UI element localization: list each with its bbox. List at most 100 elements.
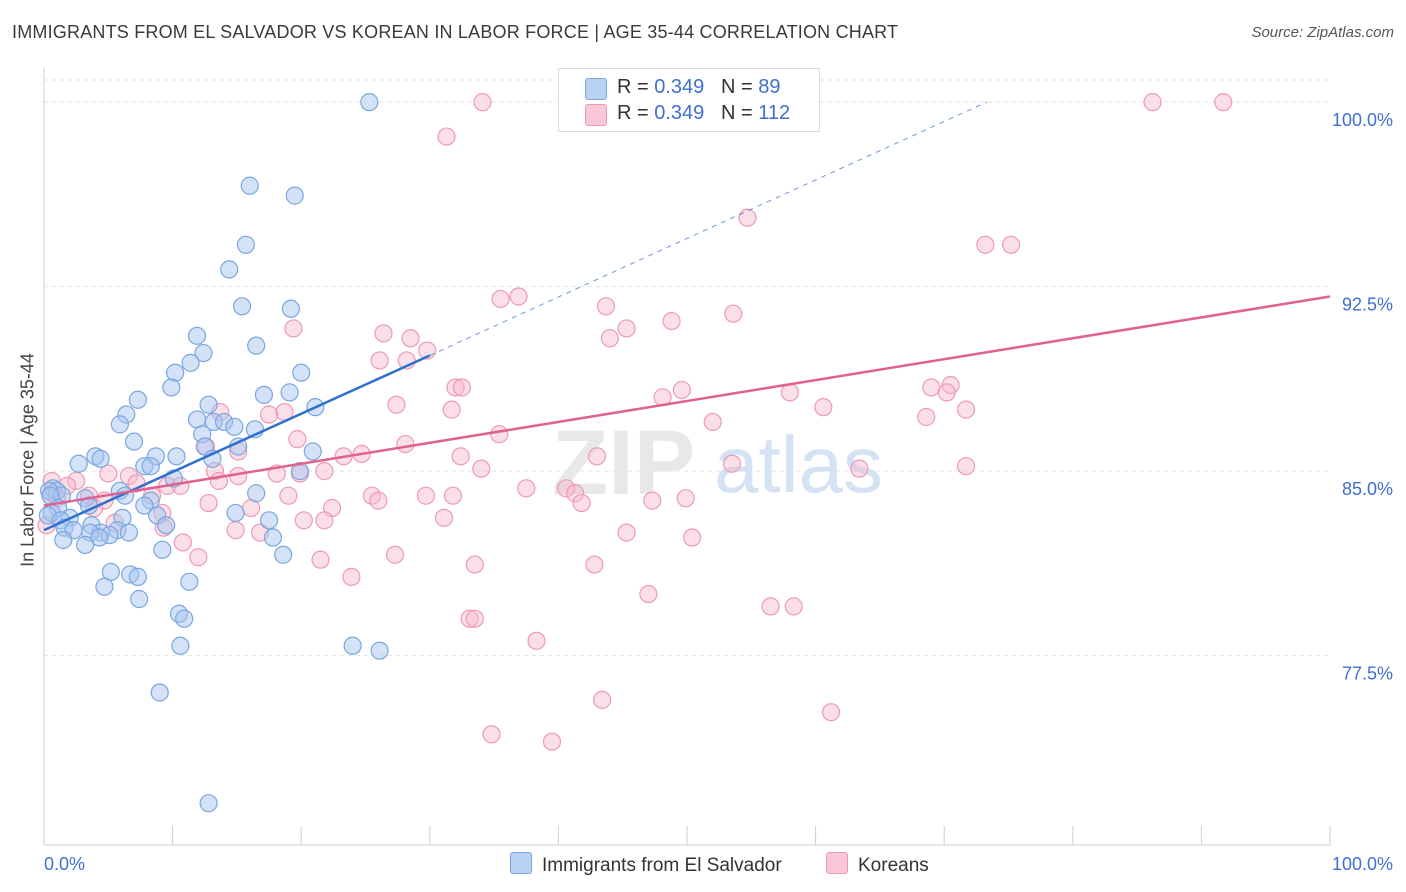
korean-point: [724, 304, 743, 323]
korean-point: [482, 725, 501, 744]
el-salvador-point: [226, 503, 245, 523]
korean-point: [703, 412, 722, 432]
el-salvador-point: [232, 297, 252, 316]
el-salvador-point: [69, 454, 88, 473]
korean-point: [761, 597, 780, 616]
el-salvador-point: [220, 260, 239, 279]
trend-lines: [43, 101, 1331, 532]
korean-point: [311, 550, 330, 569]
el-salvador-point: [128, 390, 147, 409]
el-salvador-point: [150, 683, 169, 702]
el-salvador-point: [187, 326, 207, 345]
korean-point: [643, 491, 662, 510]
el-salvador-point: [95, 577, 114, 596]
korean-point: [917, 407, 936, 427]
legend-item-koreans[interactable]: Koreans: [826, 852, 929, 878]
korean-point: [596, 297, 616, 316]
n-value: 89: [758, 76, 781, 98]
korean-point: [452, 378, 472, 397]
korean-point: [473, 93, 492, 112]
korean-point: [956, 457, 976, 476]
korean-point: [451, 447, 470, 466]
korean-point: [370, 351, 389, 370]
el-salvador-point: [124, 432, 144, 451]
el-salvador-point: [254, 385, 274, 404]
blue-swatch: [585, 78, 607, 100]
korean-point: [814, 398, 833, 417]
korean-point: [572, 493, 591, 513]
el-salvador-point: [91, 449, 110, 468]
el-salvador-point: [90, 528, 109, 547]
korean-point: [460, 609, 479, 628]
stats-legend: R = 0.349 N = 89 R = 0.349 N = 112: [558, 68, 820, 132]
chart-source: Source: ZipAtlas.com: [1251, 24, 1394, 41]
korean-point: [587, 447, 607, 466]
r-value: 0.349: [654, 76, 705, 98]
el-salvador-point: [175, 609, 194, 628]
el-salvador-trend-line: [43, 354, 431, 532]
korean-point: [284, 319, 303, 338]
korean-point: [369, 491, 388, 510]
korean-point: [585, 555, 604, 574]
korean-point: [446, 378, 465, 397]
el-salvador-point: [292, 363, 311, 382]
el-salvador-point: [162, 378, 181, 397]
korean-point: [672, 380, 691, 400]
grid-lines: [44, 79, 1330, 657]
pink-legend-swatch: [826, 852, 848, 874]
el-salvador-point: [157, 516, 176, 535]
el-salvador-point: [343, 636, 362, 655]
korean-point: [443, 486, 463, 505]
korean-point: [821, 703, 841, 722]
el-salvador-point: [119, 523, 138, 542]
korean-point: [937, 383, 956, 402]
korean-point: [342, 567, 361, 586]
blue-legend-swatch: [510, 852, 532, 874]
korean-point: [396, 434, 415, 454]
el-salvador-point: [280, 383, 299, 402]
korean-point: [593, 690, 612, 709]
el-salvador-point: [194, 343, 213, 363]
koreans-trend-line: [43, 295, 1331, 507]
korean-point: [490, 425, 509, 444]
el-salvador-point: [153, 540, 172, 559]
el-salvador-point: [247, 336, 266, 355]
korean-point: [288, 430, 307, 449]
el-salvador-point: [76, 535, 95, 555]
tick-labels: 77.5% 85.0% 92.5% 100.0% 0.0% 100.0%: [44, 110, 1393, 874]
n-value: 112: [758, 102, 791, 124]
korean-point: [976, 235, 995, 254]
korean-point: [1001, 235, 1021, 254]
korean-point: [956, 400, 976, 419]
korean-point: [99, 464, 118, 483]
korean-point: [259, 405, 279, 424]
el-salvador-point: [370, 641, 389, 660]
y-tick-label: 85.0%: [1342, 479, 1393, 499]
n-label: N =: [720, 102, 759, 124]
korean-point: [387, 395, 406, 414]
el-salvador-point: [360, 93, 379, 112]
legend-label-el-salvador: Immigrants from El Salvador: [542, 855, 782, 876]
korean-point: [279, 486, 298, 505]
r-label: R =: [617, 102, 655, 124]
el-salvador-point: [110, 415, 129, 434]
korean-point: [119, 466, 138, 486]
n-label: N =: [720, 76, 759, 98]
el-salvador-point: [259, 511, 279, 530]
el-salvador-point: [181, 353, 200, 372]
korean-point: [472, 459, 491, 478]
korean-point: [401, 329, 420, 348]
korean-point: [683, 528, 702, 547]
el-salvador-point: [303, 442, 322, 461]
axes: [43, 68, 1331, 846]
korean-point: [557, 479, 576, 498]
legend-label-koreans: Koreans: [858, 855, 929, 876]
el-salvador-point: [247, 484, 266, 503]
chart-title: IMMIGRANTS FROM EL SALVADOR VS KOREAN IN…: [12, 22, 899, 42]
y-tick-label: 100.0%: [1332, 110, 1393, 130]
korean-point: [294, 511, 313, 530]
el-salvador-point: [199, 794, 218, 813]
legend-item-el-salvador[interactable]: Immigrants from El Salvador: [510, 852, 782, 878]
el-salvador-point: [274, 545, 293, 564]
